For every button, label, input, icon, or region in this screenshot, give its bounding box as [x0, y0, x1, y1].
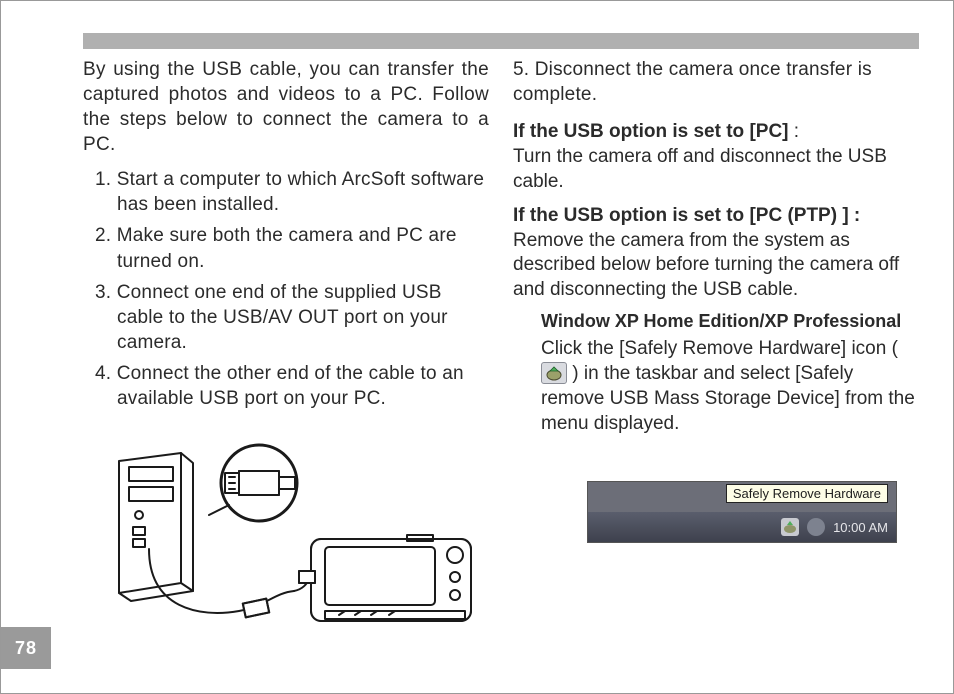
- windows-body: Click the [Safely Remove Hardware] icon …: [541, 336, 919, 436]
- step-4: 4. Connect the other end of the cable to…: [83, 361, 489, 411]
- manual-page: By using the USB cable, you can transfer…: [0, 0, 954, 694]
- tooltip-balloon: Safely Remove Hardware: [726, 484, 888, 503]
- step-2: 2. Make sure both the camera and PC are …: [83, 223, 489, 273]
- heading-pc: If the USB option is set to [PC] :: [513, 121, 919, 143]
- intro-paragraph: By using the USB cable, you can transfer…: [83, 57, 489, 157]
- page-number: 78: [15, 638, 37, 659]
- right-column: 5. Disconnect the camera once transfer i…: [513, 57, 919, 647]
- connection-diagram: [89, 443, 489, 643]
- body-ptp: Remove the camera from the system as des…: [513, 229, 919, 303]
- windows-block: Window XP Home Edition/XP Professional C…: [541, 311, 919, 436]
- taskbar: 10:00 AM: [588, 512, 896, 542]
- step-3: 3. Connect one end of the supplied USB c…: [83, 280, 489, 355]
- step-1: 1. Start a computer to which ArcSoft sof…: [83, 167, 489, 217]
- tray-remove-icon: [781, 518, 799, 536]
- tray-icon: [807, 518, 825, 536]
- body-pc: Turn the camera off and disconnect the U…: [513, 145, 919, 194]
- taskbar-screenshot: Safely Remove Hardware 10:00 AM: [587, 481, 897, 543]
- safely-remove-icon: [541, 362, 567, 384]
- windows-heading: Window XP Home Edition/XP Professional: [541, 311, 919, 332]
- steps-list: 1. Start a computer to which ArcSoft sof…: [83, 167, 489, 411]
- heading-ptp: If the USB option is set to [PC (PTP) ] …: [513, 205, 919, 227]
- taskbar-clock: 10:00 AM: [833, 520, 888, 535]
- page-number-tab: 78: [1, 627, 51, 669]
- header-bar: [83, 33, 919, 49]
- step-5: 5. Disconnect the camera once transfer i…: [513, 57, 919, 107]
